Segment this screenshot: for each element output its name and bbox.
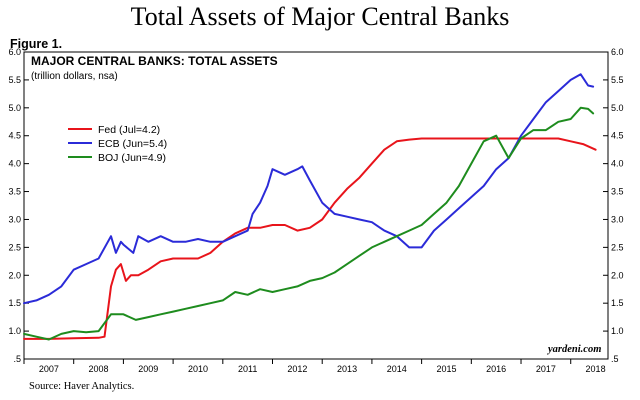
source-note: Source: Haver Analytics. — [29, 381, 135, 392]
y-tick-label-left: 2.0 — [8, 270, 21, 280]
y-tick-label-right: 5.0 — [611, 103, 624, 113]
legend-label-1: ECB (Jun=5.4) — [98, 138, 167, 150]
series-lines — [23, 73, 597, 341]
figure-label: Figure 1. — [10, 37, 63, 51]
y-tick-label-right: 1.5 — [611, 298, 624, 308]
y-tick-label-left: 6.0 — [8, 47, 21, 57]
x-tick-label: 2018 — [586, 364, 606, 374]
series-line-0 — [23, 137, 597, 340]
x-tick-label: 2016 — [486, 364, 506, 374]
x-tick-label: 2010 — [188, 364, 208, 374]
x-tick-label: 2013 — [337, 364, 357, 374]
y-tick-label-right: .5 — [611, 354, 619, 364]
y-tick-label-left: 1.5 — [8, 298, 21, 308]
y-tick-label-left: 3.5 — [8, 187, 21, 197]
y-axis-left: .5 1.0 1.5 2.0 2.5 3.0 3.5 4.0 4.5 5.0 5.5 6.0 — [8, 47, 29, 364]
x-tick-label: 2008 — [89, 364, 109, 374]
x-axis: 2007 2008 2009 2010 2011 2012 2013 2014 2015 2016… — [23, 359, 606, 374]
y-tick-label-left: 4.0 — [8, 159, 21, 169]
y-tick-label-left: 5.5 — [8, 75, 21, 85]
x-tick-label: 2015 — [436, 364, 456, 374]
legend: Fed (Jul=4.2) ECB (Jun=5.4) BOJ (Jun=4.9) — [68, 124, 167, 164]
y-tick-label-left: 4.5 — [8, 131, 21, 141]
x-tick-label: 2012 — [287, 364, 307, 374]
series-line-1 — [23, 73, 595, 305]
y-tick-label-right: 2.5 — [611, 242, 624, 252]
y-tick-label-right: 3.5 — [611, 187, 624, 197]
legend-label-2: BOJ (Jun=4.9) — [98, 152, 166, 164]
series-line-2 — [23, 106, 595, 341]
y-tick-label-right: 4.0 — [611, 159, 624, 169]
y-tick-label-right: 6.0 — [611, 47, 624, 57]
y-tick-label-right: 5.5 — [611, 75, 624, 85]
credit-label: yardeni.com — [546, 344, 601, 355]
y-tick-label-left: 2.5 — [8, 242, 21, 252]
chart-title: MAJOR CENTRAL BANKS: TOTAL ASSETS — [31, 54, 278, 68]
y-tick-label-left: 5.0 — [8, 103, 21, 113]
y-tick-label-left: .5 — [13, 354, 21, 364]
y-tick-label-right: 3.0 — [611, 214, 624, 224]
x-tick-label: 2009 — [138, 364, 158, 374]
chart-subtitle: (trillion dollars, nsa) — [31, 71, 118, 82]
y-tick-label-left: 3.0 — [8, 214, 21, 224]
y-tick-label-right: 1.0 — [611, 326, 624, 336]
chart-frame — [23, 51, 609, 360]
y-tick-label-right: 4.5 — [611, 131, 624, 141]
page-title: Total Assets of Major Central Banks — [130, 2, 510, 31]
y-tick-label-left: 1.0 — [8, 326, 21, 336]
x-tick-label: 2017 — [536, 364, 556, 374]
y-axis-right: .5 1.0 1.5 2.0 2.5 3.0 3.5 4.0 4.5 5.0 5.5 6.0 — [603, 47, 624, 364]
x-tick-label: 2011 — [238, 364, 257, 374]
y-tick-label-right: 2.0 — [611, 270, 624, 280]
x-tick-label: 2007 — [39, 364, 59, 374]
x-tick-label: 2014 — [387, 364, 407, 374]
legend-label-0: Fed (Jul=4.2) — [98, 124, 160, 136]
